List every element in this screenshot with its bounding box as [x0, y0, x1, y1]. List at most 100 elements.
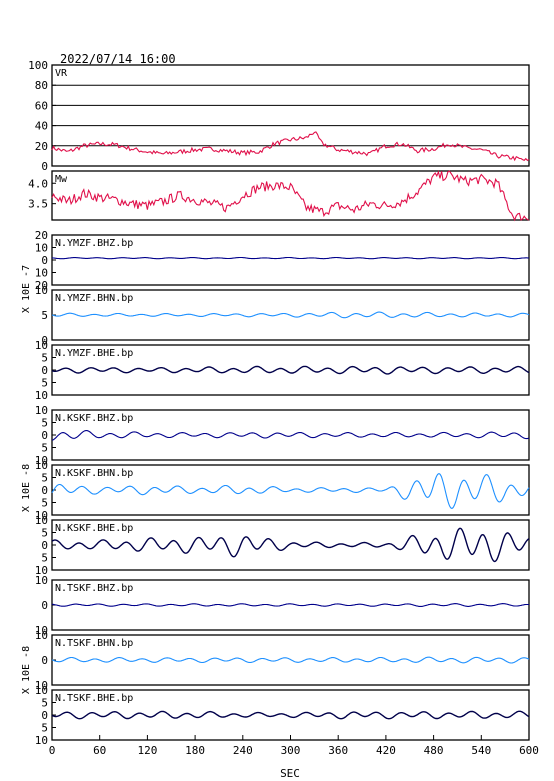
x-tick-label: 120 — [137, 744, 157, 757]
panel-title: N.YMZF.BHE.bp — [55, 348, 133, 359]
y-tick-label: 10 — [35, 679, 48, 692]
y-tick-label: 10 — [35, 242, 48, 255]
panel-0: 0 20 40 60 80 100 VR — [28, 59, 530, 173]
y-tick-label: 0 — [41, 334, 48, 347]
y-tick-label: 10 — [35, 267, 48, 280]
y-tick-label: 5 — [41, 442, 48, 455]
panel-title: N.YMZF.BHN.bp — [55, 293, 133, 304]
y-tick-label: 0 — [41, 484, 48, 497]
x-tick-label: 480 — [424, 744, 444, 757]
y-tick-label: 20 — [35, 140, 48, 153]
y-tick-label: 10 — [35, 624, 48, 637]
x-axis-label: SEC — [280, 767, 300, 780]
y-tick-label: 10 — [35, 454, 48, 467]
panel-9: 10 0 10 N.TSKF.BHN.bp — [35, 629, 530, 692]
panel-title: N.TSKF.BHN.bp — [55, 638, 133, 649]
y-tick-label: 5 — [41, 697, 48, 710]
panel-title: VR — [55, 68, 68, 79]
x-axis-ticks: 0 60 120 180 240 300 360 420 480 540 600 — [49, 735, 539, 757]
datetime-header: 2022/07/14 16:00 — [60, 52, 176, 66]
x-tick-label: 0 — [49, 744, 56, 757]
y-tick-label: 5 — [41, 722, 48, 735]
x-tick-label: 420 — [376, 744, 396, 757]
y-tick-label: 10 — [35, 404, 48, 417]
series-line — [51, 430, 530, 441]
series-line — [51, 710, 530, 720]
x-tick-label: 540 — [471, 744, 491, 757]
series-line — [51, 311, 530, 319]
series-line — [51, 656, 530, 664]
y-tick-label: 20 — [35, 279, 48, 292]
panel-frame — [51, 170, 530, 221]
x-tick-label: 360 — [328, 744, 348, 757]
y-axis-label-kskf: X 10E -8 — [21, 464, 32, 512]
panel-title: N.YMZF.BHZ.bp — [55, 238, 133, 249]
x-tick-label: 180 — [185, 744, 205, 757]
y-tick-label: 5 — [41, 472, 48, 485]
y-tick-label: 40 — [35, 120, 48, 133]
y-tick-label: 5 — [41, 527, 48, 540]
panel-title: Mw — [55, 174, 68, 185]
y-tick-label: 10 — [35, 684, 48, 697]
y-tick-label: 0 — [41, 709, 48, 722]
y-tick-label: 0 — [41, 654, 48, 667]
x-tick-label: 240 — [233, 744, 253, 757]
y-tick-label: 80 — [35, 79, 48, 92]
panel-title: N.TSKF.BHE.bp — [55, 693, 133, 704]
y-tick-label: 10 — [35, 734, 48, 747]
y-tick-label: 4.0 — [28, 177, 48, 190]
y-tick-label: 100 — [28, 59, 48, 72]
y-tick-label: 10 — [35, 509, 48, 522]
y-tick-label: 10 — [35, 574, 48, 587]
y-tick-label: 10 — [35, 564, 48, 577]
y-tick-label: 0 — [41, 429, 48, 442]
series-line — [51, 131, 530, 162]
x-tick-label: 60 — [93, 744, 106, 757]
y-tick-label: 60 — [35, 99, 48, 112]
y-tick-label: 0 — [41, 254, 48, 267]
y-tick-label: 10 — [35, 629, 48, 642]
panel-1: 3.5 4.0 Mw — [28, 170, 530, 222]
x-tick-label: 600 — [519, 744, 539, 757]
y-tick-label: 10 — [35, 514, 48, 527]
y-tick-label: 0 — [41, 160, 48, 173]
y-tick-label: 0 — [41, 364, 48, 377]
y-tick-label: 10 — [35, 339, 48, 352]
y-axis-label-ymzf: X 10E -7 — [21, 265, 32, 313]
y-tick-label: 5 — [41, 552, 48, 565]
y-axis-label-tskf: X 10E -8 — [21, 646, 32, 694]
series-line — [51, 473, 530, 509]
y-tick-label: 5 — [41, 377, 48, 390]
panel-title: N.KSKF.BHZ.bp — [55, 413, 133, 424]
series-line — [51, 603, 530, 607]
series-line — [52, 256, 529, 260]
y-tick-label: 10 — [35, 389, 48, 402]
series-line — [51, 170, 530, 222]
y-tick-label: 5 — [41, 417, 48, 430]
y-tick-label: 5 — [41, 497, 48, 510]
y-tick-label: 5 — [41, 309, 48, 322]
series-line — [51, 365, 530, 375]
x-tick-label: 300 — [281, 744, 301, 757]
panel-3: 0 5 10 N.YMZF.BHN.bp — [35, 284, 530, 347]
y-tick-label: 5 — [41, 352, 48, 365]
panel-8: 10 0 10 N.TSKF.BHZ.bp — [35, 574, 530, 637]
y-tick-label: 10 — [35, 459, 48, 472]
y-tick-label: 0 — [41, 539, 48, 552]
panel-frame — [51, 64, 530, 167]
y-tick-label: 3.5 — [28, 198, 48, 211]
y-tick-label: 20 — [35, 229, 48, 242]
y-tick-label: 10 — [35, 284, 48, 297]
y-tick-label: 0 — [41, 599, 48, 612]
panel-title: N.KSKF.BHN.bp — [55, 468, 133, 479]
panel-title: N.KSKF.BHE.bp — [55, 523, 133, 534]
series-line — [51, 527, 530, 563]
